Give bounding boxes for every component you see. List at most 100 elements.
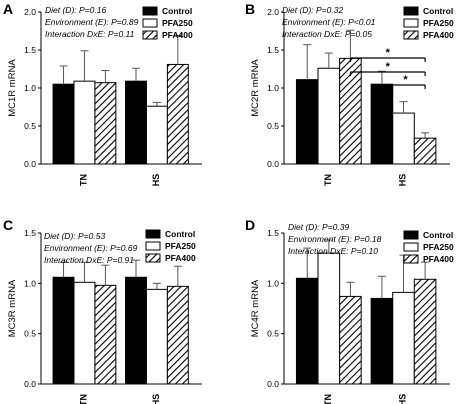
y-tick-label: 0.0 — [24, 159, 36, 169]
x-category-label: HS — [151, 394, 161, 404]
bar-pfa400-tn — [94, 284, 117, 385]
legend-label: Control — [423, 6, 453, 16]
bar-pfa250-hs — [392, 291, 415, 385]
panel-c: C 0.0 0.5 1.0 1.5 MC3R mRNA TN HS Diet (D): P=0.… — [3, 217, 202, 404]
x-category-label: HS — [398, 174, 408, 187]
y-tick-label: 0.0 — [267, 379, 279, 389]
bar-pfa400-tn — [94, 82, 117, 165]
bar-pfa400-hs — [413, 278, 437, 385]
significance-star: * — [386, 61, 391, 73]
bar-control-tn — [295, 277, 319, 385]
bar-pfa250-tn — [73, 80, 96, 165]
panel-b: B 0.0 0.5 1.0 1.5 2.0 MC2R mRNA TN HS Diet (D): P… — [245, 1, 454, 186]
y-tick-label: 2.0 — [24, 7, 36, 17]
x-category-label: HS — [151, 174, 161, 187]
stats-line: Environment (E): P=0.18 — [288, 234, 382, 244]
legend-label: PFA250 — [165, 241, 196, 251]
bar-pfa250-hs — [145, 105, 168, 165]
legend-swatch — [403, 30, 419, 40]
y-tick-label: 1.5 — [267, 228, 279, 238]
stats-line: Interaction DxE: P=0.91 — [44, 255, 134, 265]
legend-label: PFA400 — [423, 30, 454, 40]
legend-label: Control — [423, 230, 453, 240]
bar-control-hs — [370, 297, 394, 385]
stats-line: Diet (D): P=0.32 — [282, 5, 343, 15]
stats-line: Diet (D): P=0.39 — [288, 222, 349, 232]
y-tick-label: 1.5 — [24, 228, 36, 238]
stats-line: Environment (E): P=0.89 — [45, 17, 139, 27]
y-axis-label: MC1R mRNA — [7, 59, 18, 117]
y-tick-label: 0.5 — [24, 121, 36, 131]
legend-label: PFA250 — [423, 242, 454, 252]
legend-swatch — [145, 241, 161, 251]
y-tick-label: 0.0 — [267, 159, 279, 169]
significance-star: * — [403, 74, 408, 86]
x-category-label: TN — [78, 394, 88, 404]
bar-control-hs — [370, 83, 394, 165]
y-axis-label: MC4R mRNA — [250, 279, 261, 337]
bar-pfa400-hs — [166, 63, 189, 165]
y-tick-label: 0.0 — [24, 379, 36, 389]
bar-pfa250-hs — [145, 288, 168, 385]
legend-swatch — [403, 18, 419, 28]
legend-swatch — [403, 254, 419, 264]
bar-pfa250-tn — [317, 67, 341, 165]
bar-pfa400-hs — [166, 285, 189, 385]
legend-swatch — [142, 18, 158, 28]
bar-control-tn — [52, 276, 75, 385]
bar-pfa250-tn — [73, 281, 96, 385]
stats-line: Environment (E): P=0.69 — [44, 243, 138, 253]
y-tick-label: 2.0 — [267, 7, 279, 17]
panel-letter: D — [245, 217, 255, 233]
x-category-label: TN — [323, 394, 333, 404]
legend-label: Control — [165, 229, 195, 239]
legend-swatch — [403, 242, 419, 252]
panel-letter: A — [3, 1, 13, 17]
panel-a: A 0.0 0.5 1.0 1.5 2.0 MC1R mRNA TN HS Diet (D): P… — [3, 1, 202, 186]
panel-d: D 0.0 0.5 1.0 1.5 MC4R mRNA TN HS Diet (D): P=0.… — [245, 217, 454, 404]
stats-line: Environment (E): P<0.01 — [282, 17, 376, 27]
y-axis-label: MC3R mRNA — [7, 279, 18, 337]
y-tick-label: 1.0 — [24, 278, 36, 288]
x-category-label: TN — [78, 174, 88, 186]
bar-pfa250-tn — [317, 252, 341, 385]
legend-label: PFA400 — [165, 253, 196, 263]
y-tick-label: 1.0 — [267, 83, 279, 93]
stats-line: Interaction DxE: P=0.11 — [45, 29, 135, 39]
bar-pfa400-tn — [339, 295, 362, 385]
stats-line: Diet (D): P=0.53 — [44, 231, 105, 241]
stats-line: Interaction DxE: P=0.10 — [288, 246, 378, 256]
y-tick-label: 1.0 — [267, 278, 279, 288]
legend-label: PFA250 — [162, 18, 193, 28]
stats-line: Interaction DxE: P=0.05 — [282, 29, 372, 39]
stats-line: Diet (D): P=0.16 — [45, 5, 106, 15]
y-tick-label: 0.5 — [267, 329, 279, 339]
significance-star: * — [386, 47, 391, 59]
x-category-label: HS — [398, 394, 408, 404]
bar-control-tn — [295, 79, 319, 165]
legend-swatch — [403, 6, 419, 16]
legend-swatch — [142, 30, 158, 40]
bar-control-hs — [125, 276, 147, 385]
legend-label: PFA400 — [423, 254, 454, 264]
y-tick-label: 0.5 — [267, 121, 279, 131]
legend-swatch — [145, 253, 161, 263]
legend-swatch — [145, 229, 161, 239]
x-category-label: TN — [323, 174, 333, 186]
legend-swatch — [403, 230, 419, 240]
bar-pfa250-hs — [392, 112, 415, 165]
bar-control-hs — [125, 80, 147, 165]
y-tick-label: 1.5 — [267, 45, 279, 55]
panel-letter: C — [3, 217, 13, 233]
y-tick-label: 1.0 — [24, 83, 36, 93]
bar-control-tn — [52, 83, 75, 165]
panel-letter: B — [245, 1, 255, 17]
y-tick-label: 1.5 — [24, 45, 36, 55]
legend-label: PFA400 — [162, 30, 193, 40]
y-axis-label: MC2R mRNA — [250, 59, 261, 117]
bar-pfa400-hs — [413, 137, 437, 165]
y-tick-label: 0.5 — [24, 329, 36, 339]
legend-swatch — [142, 6, 158, 16]
legend-label: PFA250 — [423, 18, 454, 28]
